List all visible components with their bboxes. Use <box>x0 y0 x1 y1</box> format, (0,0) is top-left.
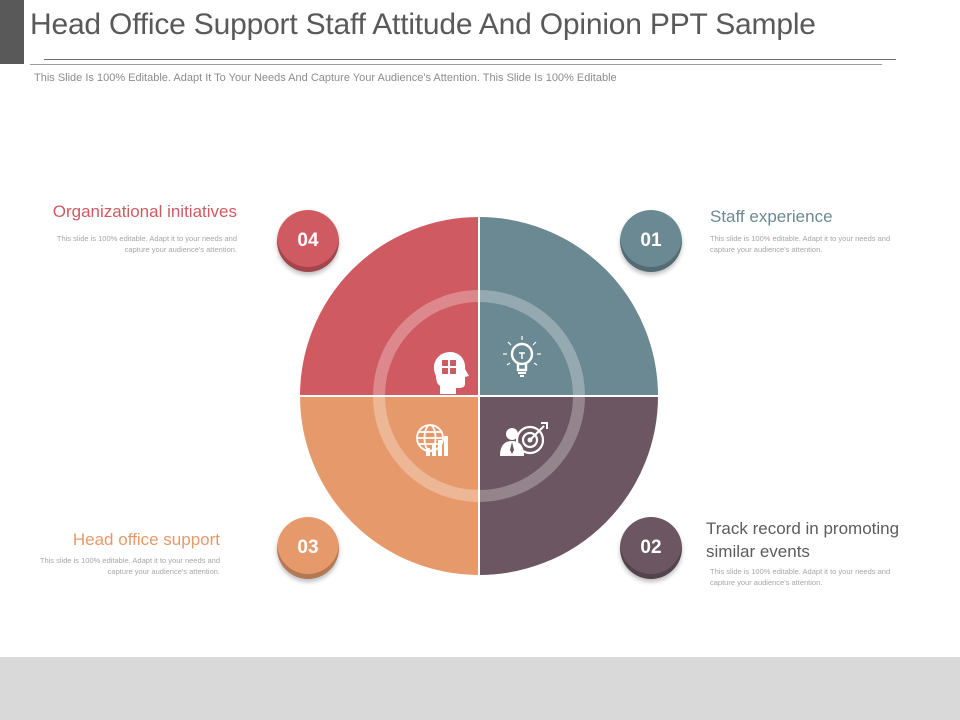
description-01: This slide is 100% editable. Adapt it to… <box>710 234 891 254</box>
description-03: This slide is 100% editable. Adapt it to… <box>39 556 220 576</box>
badge-03: 03 <box>277 517 339 579</box>
globe-chart-icon <box>416 424 448 456</box>
quadrant-04 <box>299 216 479 396</box>
badge-02: 02 <box>620 517 682 579</box>
outer-border <box>298 215 660 577</box>
footer-band <box>0 657 960 720</box>
badge-04: 04 <box>277 210 339 272</box>
title-underline-bottom <box>30 64 882 65</box>
title-underline-top <box>44 59 896 60</box>
title-accent-bar <box>0 0 24 64</box>
heading-head-office-support: Head office support <box>72 530 220 549</box>
quadrant-01 <box>479 216 659 396</box>
heading-track-record: Track record in promoting similar events <box>706 519 900 561</box>
heading-organizational-initiatives: Organizational initiatives <box>52 202 237 221</box>
description-04: This slide is 100% editable. Adapt it to… <box>56 234 237 254</box>
heading-staff-experience: Staff experience <box>710 207 833 226</box>
lightbulb-icon <box>503 336 541 377</box>
businessman-target-icon <box>500 422 548 456</box>
brain-puzzle-icon <box>433 352 469 394</box>
description-02: This slide is 100% editable. Adapt it to… <box>710 567 891 587</box>
inner-ring <box>373 290 585 502</box>
badge-01: 01 <box>620 210 682 272</box>
slide-title: Head Office Support Staff Attitude And O… <box>30 8 816 41</box>
slide-subtitle: This Slide Is 100% Editable. Adapt It To… <box>34 72 617 84</box>
quadrant-03 <box>299 396 479 576</box>
